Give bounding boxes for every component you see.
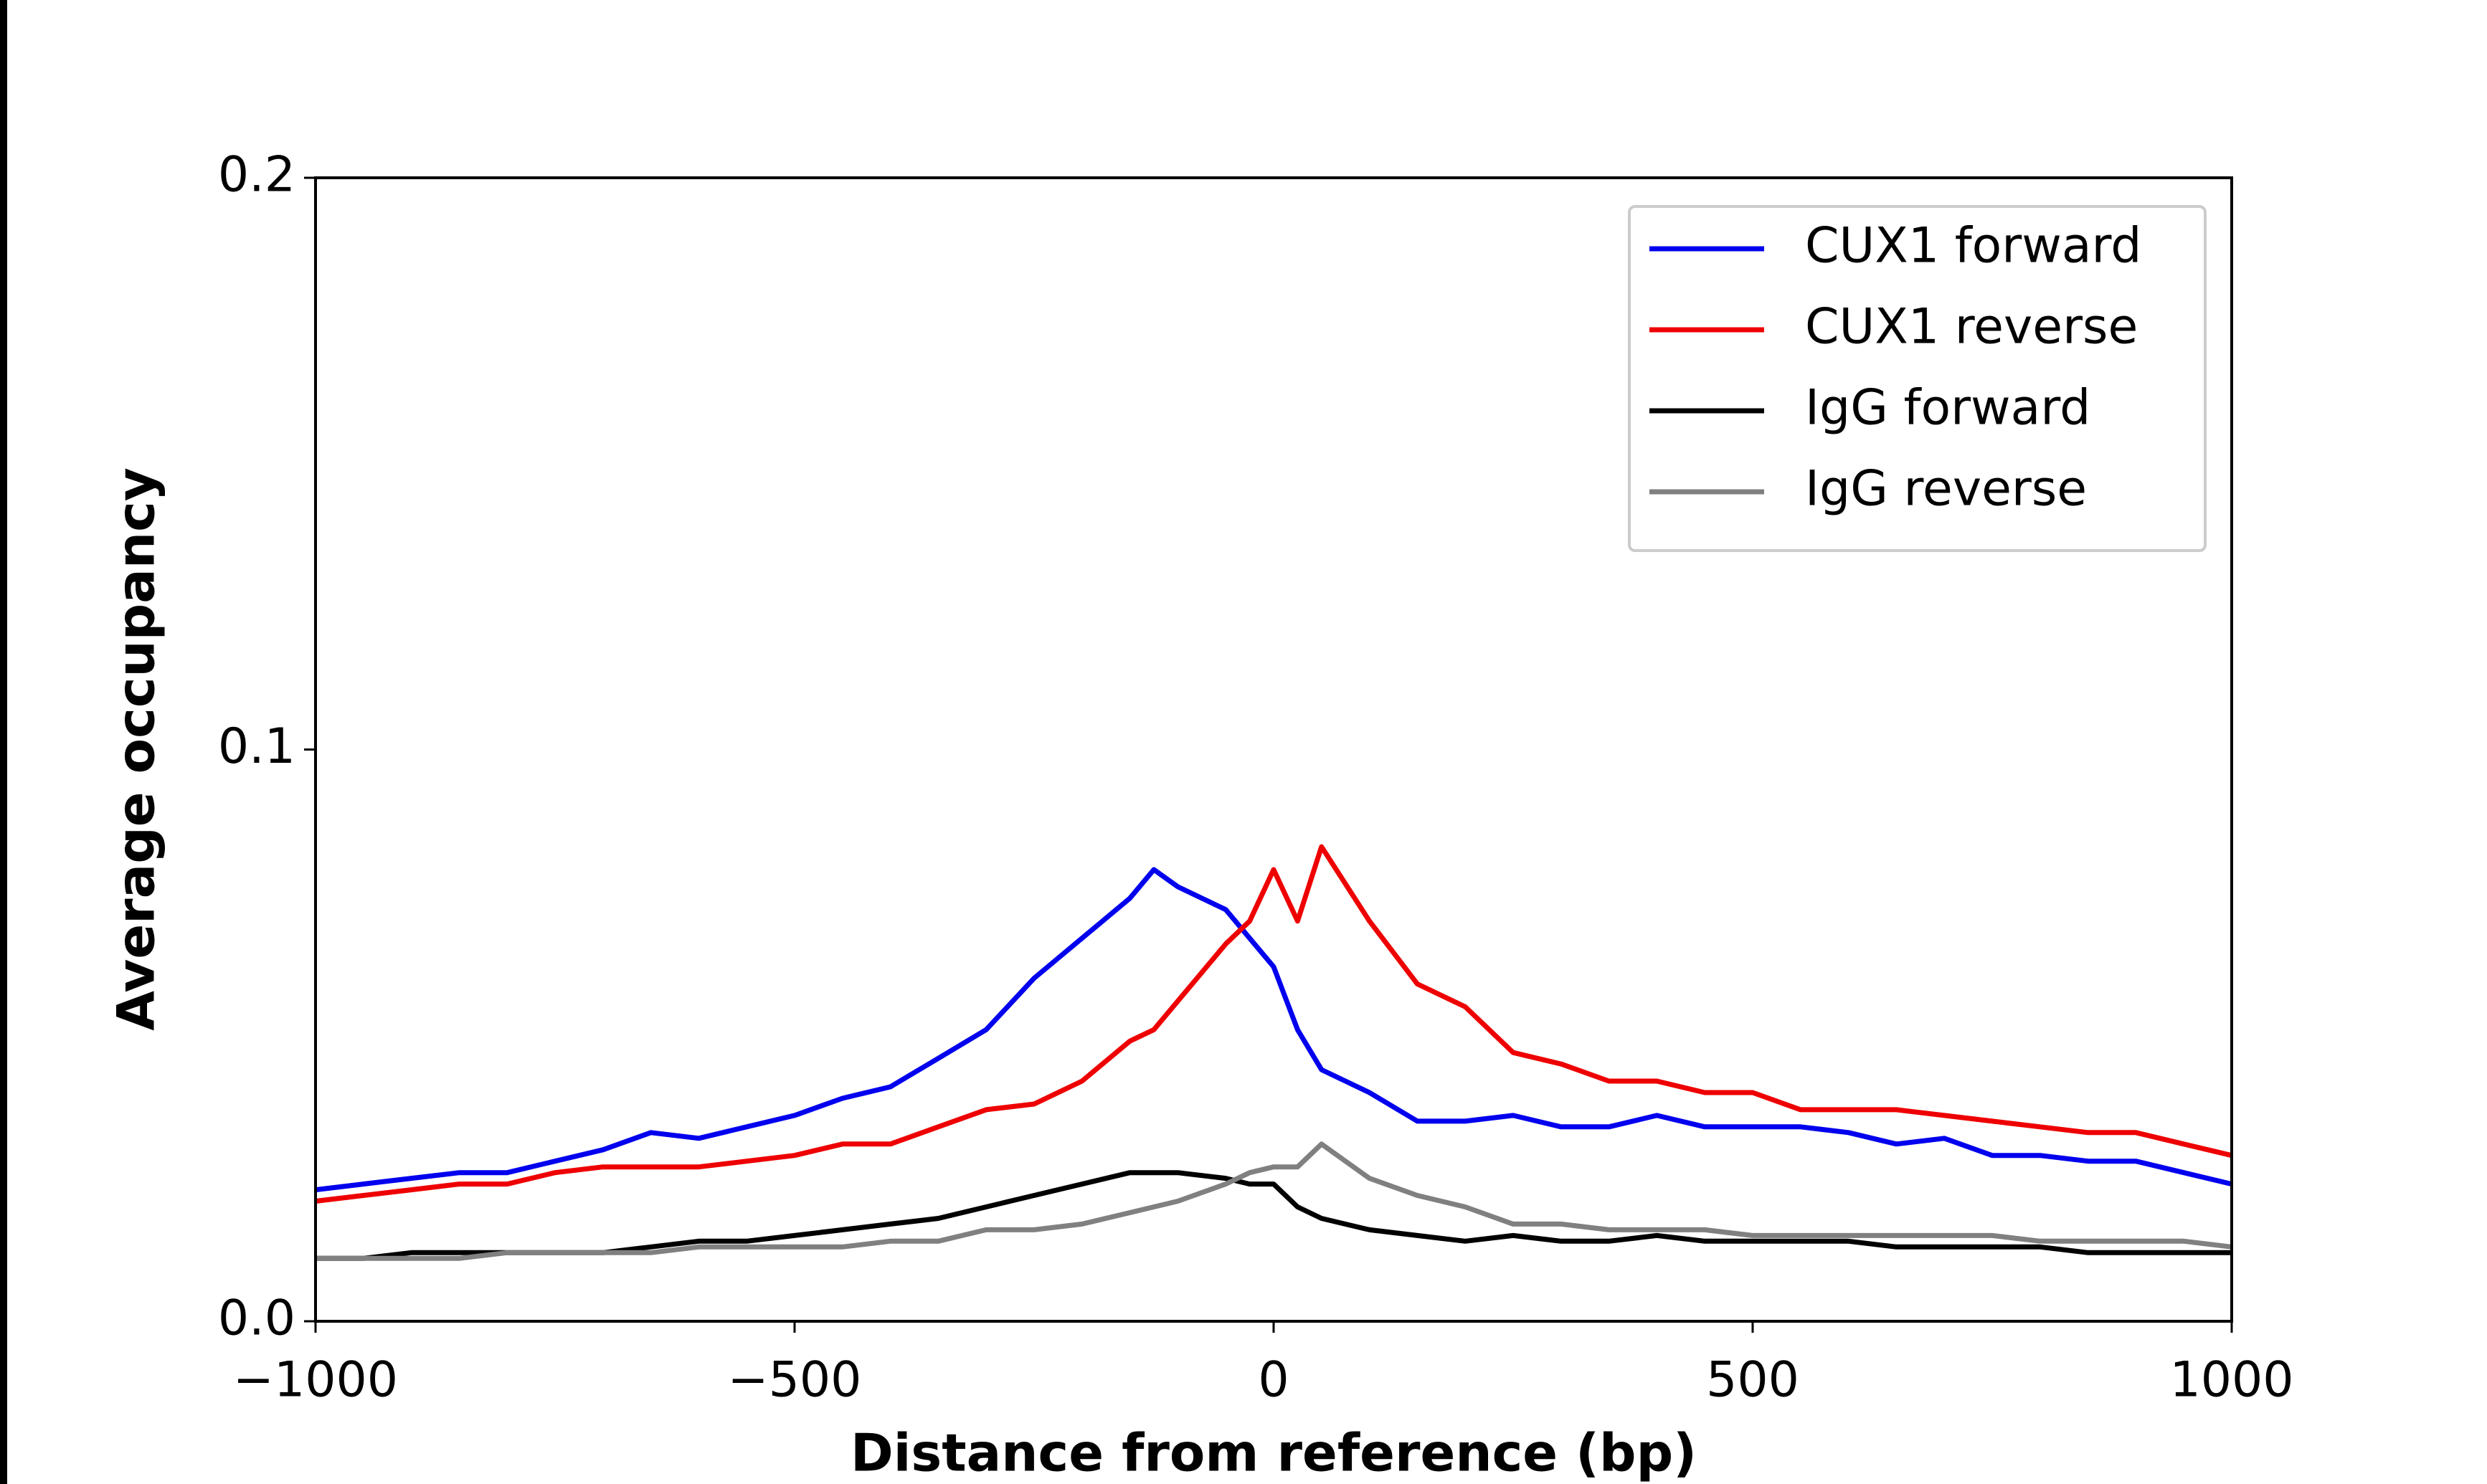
data-line (315, 844, 2232, 1204)
x-tick-label: 0 (1258, 1352, 1289, 1409)
data-line (315, 867, 2232, 1193)
left-edge (0, 0, 7, 1484)
legend-box (1628, 205, 2207, 552)
data-line (316, 1141, 2232, 1261)
x-axis-label: Distance from reference (bp) (851, 1423, 1697, 1483)
y-tick-label: 0.1 (218, 718, 295, 775)
y-tick-label: 0.2 (218, 147, 295, 204)
x-tick-label: 500 (1706, 1352, 1799, 1409)
legend-label: CUX1 forward (1805, 218, 2141, 275)
x-tick-label: 1000 (2169, 1352, 2293, 1409)
y-tick-label: 0.0 (218, 1290, 295, 1347)
y-axis-label: Average occupancy (106, 467, 166, 1031)
plot-frame (314, 176, 2233, 1323)
legend-label: IgG reverse (1805, 461, 2087, 518)
legend-label: IgG forward (1805, 380, 2090, 437)
data-line (316, 1170, 2232, 1261)
x-tick-label: −500 (728, 1352, 862, 1409)
legend-label: CUX1 reverse (1805, 299, 2138, 356)
x-tick-label: −1000 (233, 1352, 398, 1409)
